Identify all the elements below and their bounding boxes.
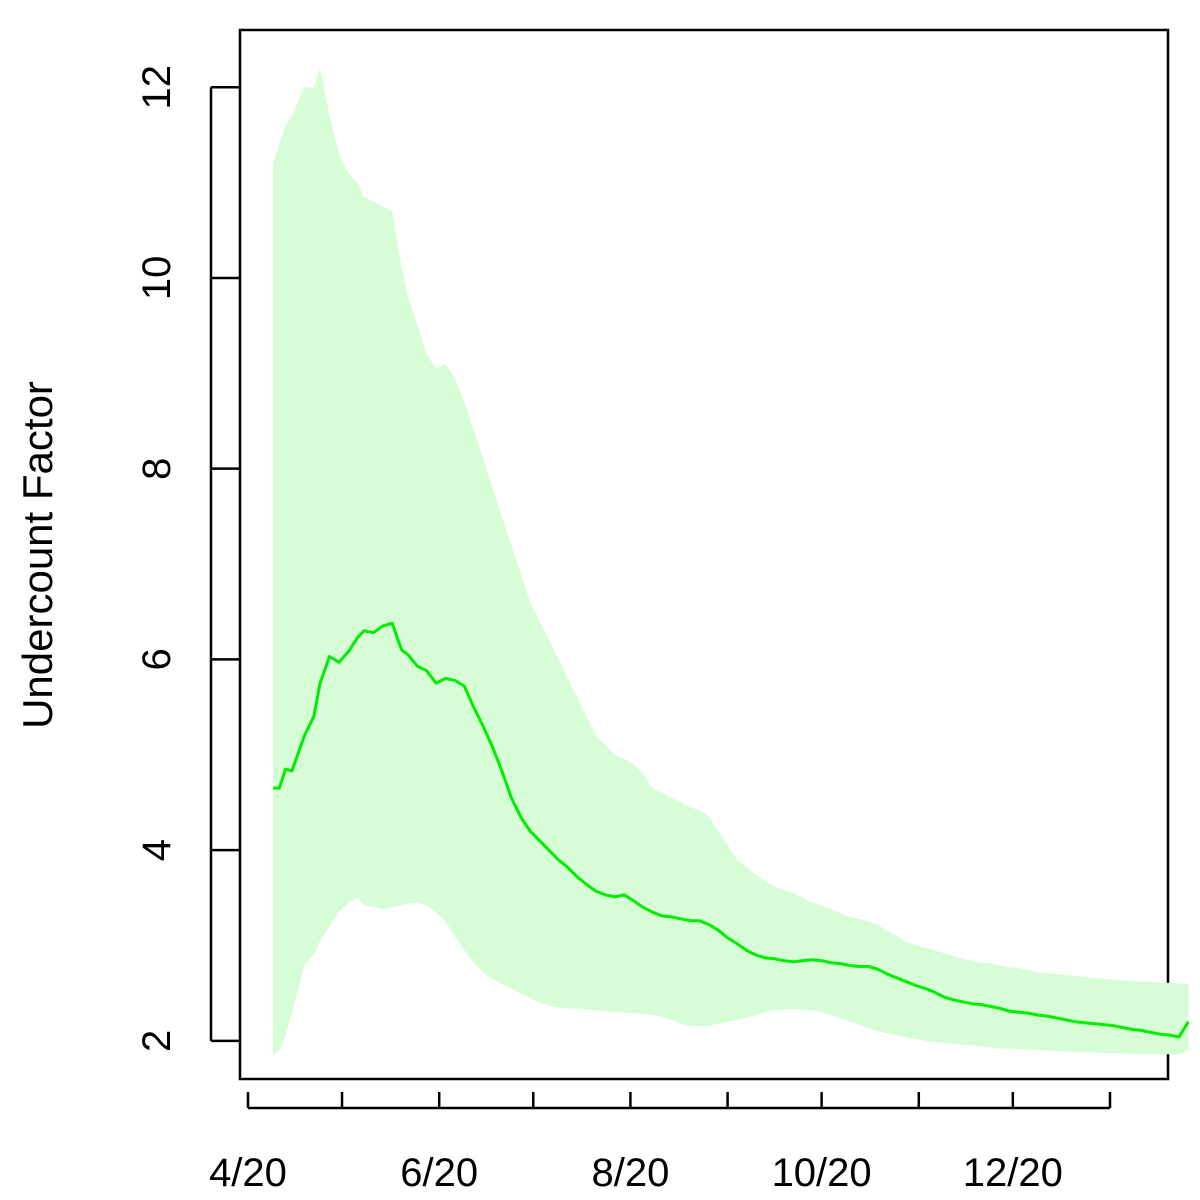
y-tick-label: 10 (135, 256, 179, 301)
series-line-layer (273, 621, 1190, 1039)
y-tick-label: 4 (135, 839, 179, 861)
y-axis-title: Undercount Factor (14, 381, 61, 729)
x-tick-label: 12/20 (963, 1151, 1063, 1195)
y-tick-label: 6 (135, 648, 179, 670)
x-axis: 4/20 6/20 8/20 10/20 12/20 (209, 1092, 1112, 1195)
confidence-band (273, 68, 1189, 1056)
x-tick-label: 6/20 (400, 1151, 478, 1195)
y-tick-label: 8 (135, 458, 179, 480)
y-tick-label: 12 (135, 65, 179, 110)
confidence-band-layer (273, 68, 1189, 1056)
x-tick-label: 4/20 (209, 1151, 287, 1195)
y-axis: 2 4 6 8 10 12 (135, 65, 240, 1052)
x-tick-label: 8/20 (591, 1151, 669, 1195)
y-tick-label: 2 (135, 1030, 179, 1052)
series-line (273, 621, 1190, 1039)
plot-frame (238, 28, 1170, 1081)
x-tick-label: 10/20 (772, 1151, 872, 1195)
